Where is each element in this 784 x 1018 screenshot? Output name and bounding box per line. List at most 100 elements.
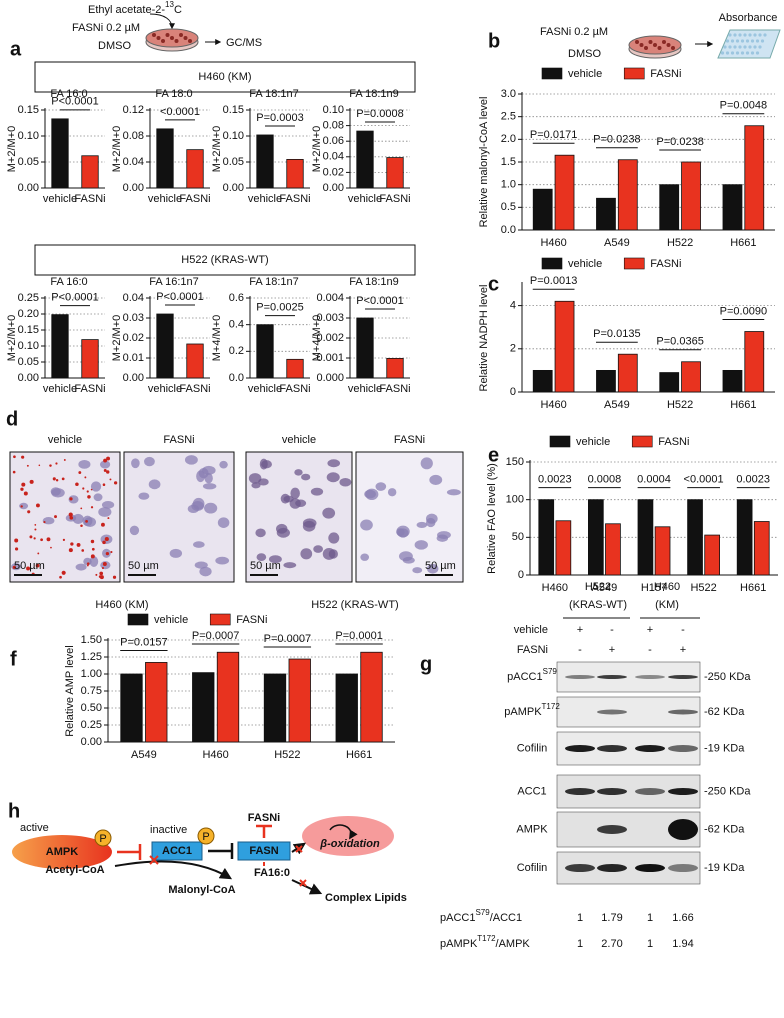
p-value: P=0.0171 bbox=[530, 129, 577, 141]
ratio-label-main: pAMPK bbox=[440, 938, 478, 950]
lipid-droplet bbox=[14, 547, 19, 551]
lipid-droplet bbox=[91, 547, 95, 551]
nucleus bbox=[144, 456, 155, 467]
bar bbox=[356, 317, 374, 379]
chart-title: FA 16:0 bbox=[50, 88, 87, 100]
p-value: <0.0001 bbox=[160, 106, 200, 118]
nucleus bbox=[217, 517, 230, 528]
well bbox=[745, 39, 750, 43]
x-tick-label: H661 bbox=[346, 749, 372, 761]
lipid-droplet bbox=[81, 549, 85, 552]
nucleus bbox=[364, 489, 376, 499]
y-tick-label: 0.10 bbox=[18, 130, 39, 142]
lane-sign: + bbox=[609, 644, 615, 656]
legend-label: vehicle bbox=[568, 68, 602, 80]
cell-dot bbox=[635, 40, 639, 44]
lane-sign: + bbox=[680, 644, 686, 656]
y-tick-label: 1.25 bbox=[81, 651, 102, 663]
ratio-label-sup: T172 bbox=[477, 934, 496, 943]
well bbox=[740, 39, 745, 43]
x-tick-label: FASNi bbox=[379, 383, 410, 395]
bar bbox=[637, 499, 654, 576]
y-axis-label: M+2/M+0 bbox=[111, 126, 123, 172]
condition-label: FASNi bbox=[163, 434, 194, 446]
panel-label: c bbox=[488, 273, 499, 295]
cell-dot bbox=[639, 43, 644, 47]
nucleus bbox=[437, 531, 451, 539]
x-tick-label: H522 bbox=[274, 749, 300, 761]
nucleus bbox=[295, 499, 307, 508]
treatment-label: FASNi 0.2 µM bbox=[540, 26, 608, 38]
lipid-droplet bbox=[90, 554, 95, 559]
nucleus bbox=[256, 553, 267, 562]
lane-sign: - bbox=[681, 624, 685, 636]
fatty-acid-label: FA16:0 bbox=[254, 867, 290, 879]
lipid-droplet bbox=[70, 542, 74, 546]
arrow bbox=[149, 13, 175, 30]
lipid-droplet bbox=[68, 512, 73, 517]
fasn-node bbox=[237, 841, 291, 861]
lipid-droplet bbox=[82, 487, 85, 490]
well bbox=[753, 33, 757, 37]
x-tick-label: FASNi bbox=[279, 383, 310, 395]
lipid-droplet bbox=[61, 477, 65, 481]
cell-dot bbox=[188, 39, 192, 43]
y-tick-label: 0.50 bbox=[81, 702, 102, 714]
blot-label: pAMPKT172 bbox=[504, 702, 560, 718]
bar bbox=[617, 159, 638, 231]
well bbox=[745, 51, 750, 55]
lipid-droplet bbox=[37, 552, 40, 555]
bar bbox=[753, 521, 770, 576]
p-value: P=0.0365 bbox=[656, 336, 703, 348]
legend-swatch bbox=[541, 257, 563, 270]
nucleus bbox=[398, 551, 413, 562]
y-tick-label: 2 bbox=[510, 343, 516, 355]
p-value: P=0.0238 bbox=[656, 136, 703, 148]
lipid-droplet bbox=[85, 520, 88, 523]
legend-label: vehicle bbox=[576, 436, 610, 448]
phospho bbox=[94, 829, 112, 847]
well bbox=[730, 39, 735, 43]
blot-band bbox=[565, 864, 595, 872]
y-tick-label: 3.0 bbox=[501, 88, 516, 100]
x-tick-label: vehicle bbox=[43, 383, 77, 395]
legend-swatch bbox=[127, 613, 149, 626]
group-box bbox=[34, 244, 416, 276]
x-tick-label: FASNi bbox=[74, 193, 105, 205]
cell-dot bbox=[671, 46, 675, 50]
nucleus bbox=[42, 517, 55, 525]
panel-label: e bbox=[488, 444, 499, 466]
arrow-block bbox=[149, 855, 159, 865]
bar bbox=[386, 157, 404, 189]
lipid-droplet bbox=[76, 542, 81, 547]
ratio-label-end: /AMPK bbox=[496, 938, 531, 950]
y-tick-label: 0.15 bbox=[18, 104, 39, 116]
blot-band bbox=[565, 788, 595, 795]
x-tick-label: H460 bbox=[202, 749, 228, 761]
lipid-droplet bbox=[112, 575, 117, 579]
x-tick-label: vehicle bbox=[348, 193, 382, 205]
well bbox=[730, 51, 735, 55]
cell-line-type: (KM) bbox=[655, 599, 679, 611]
ratio-value: 1 bbox=[647, 912, 653, 924]
nucleus bbox=[202, 483, 217, 490]
y-tick-label: 2.0 bbox=[501, 133, 516, 145]
lipid-droplet bbox=[84, 476, 87, 479]
legend-label: FASNi bbox=[236, 614, 267, 626]
acc1-node bbox=[151, 841, 203, 861]
bar bbox=[555, 520, 572, 576]
legend-label: vehicle bbox=[154, 614, 188, 626]
nucleus bbox=[75, 563, 87, 571]
y-axis-label: M+4/M+0 bbox=[211, 315, 223, 361]
y-tick-label: 0.04 bbox=[123, 156, 144, 168]
blot-label-main: AMPK bbox=[516, 823, 548, 835]
blot-label-main: pAMPK bbox=[504, 706, 542, 718]
bar bbox=[286, 158, 304, 189]
panel-label: h bbox=[8, 800, 20, 822]
bar bbox=[216, 651, 240, 743]
nucleus bbox=[193, 541, 205, 548]
blot-label: ACC1 bbox=[517, 785, 546, 797]
chart-title: FA 18:1n9 bbox=[349, 88, 399, 100]
y-axis-label: M+2/M+0 bbox=[111, 315, 123, 361]
cell-line: H460 bbox=[654, 581, 680, 593]
